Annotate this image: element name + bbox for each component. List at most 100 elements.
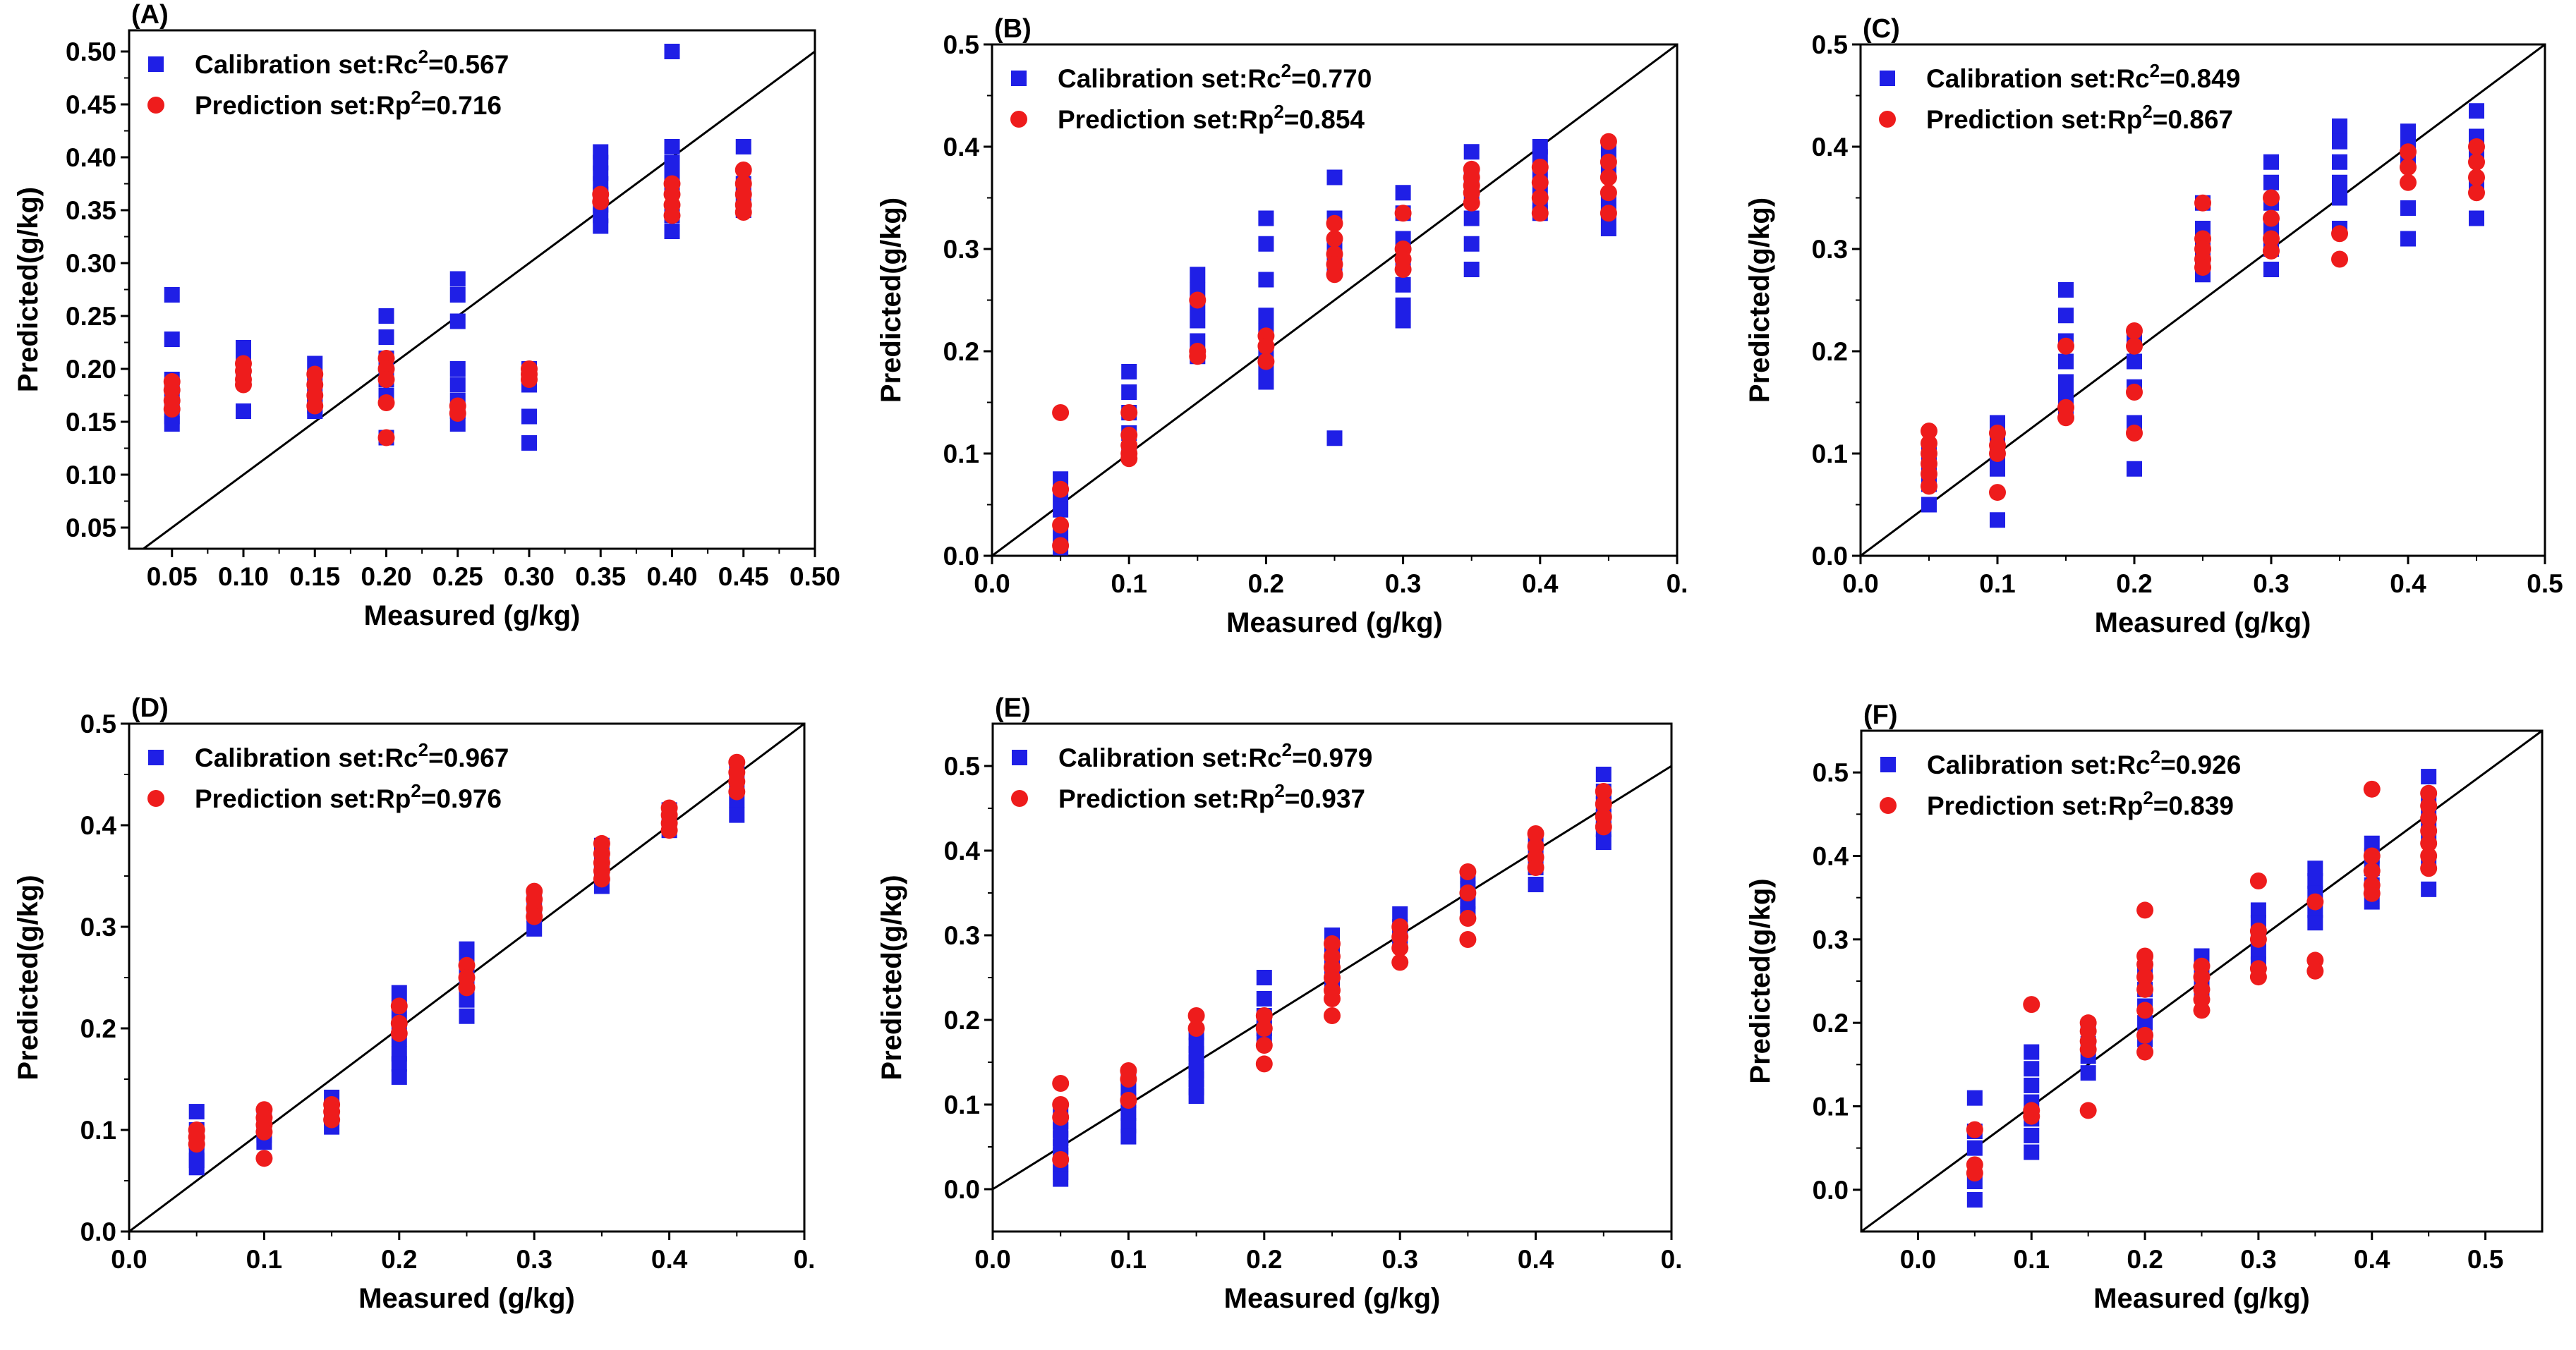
calibration-point <box>1121 384 1137 400</box>
calibration-point <box>1121 364 1137 379</box>
prediction-point <box>2363 847 2381 865</box>
panel-a-x-tick-label: 0.40 <box>646 562 697 591</box>
panel-d-x-tick-label: 0.4 <box>651 1245 688 1274</box>
prediction-point <box>458 979 476 997</box>
panel-c-x-tick-label: 0.2 <box>2116 569 2152 598</box>
calibration-point <box>1395 276 1411 293</box>
panel-f-label: (F) <box>1863 700 1898 730</box>
legend-calibration-label-prefix: Calibration set:Rc <box>195 743 418 772</box>
calibration-point <box>2307 861 2323 877</box>
legend-calibration-label-superscript: 2 <box>418 739 428 760</box>
panel-d-y-tick-label: 0.3 <box>80 913 116 942</box>
panel-b-x-tick-label: 0.1 <box>1111 569 1147 598</box>
panel-b-y-tick-label: 0.5 <box>943 30 979 59</box>
panel-f-y-tick-label: 0.4 <box>1813 842 1849 871</box>
calibration-point <box>1258 210 1274 226</box>
prediction-point <box>458 956 476 974</box>
prediction-point <box>2249 968 2267 986</box>
prediction-point <box>1527 859 1544 876</box>
prediction-point <box>1600 184 1617 202</box>
panel-b-x-tick-label: 0.3 <box>1385 569 1421 598</box>
legend-calibration-label: Calibration set:Rc2=0.967 <box>195 739 509 772</box>
panel-f-y-tick-label: 0.0 <box>1813 1176 1849 1205</box>
prediction-point <box>2136 901 2154 919</box>
panel-a-label: (A) <box>131 0 169 30</box>
calibration-point <box>2250 944 2266 960</box>
prediction-point <box>1187 1020 1205 1037</box>
panel-d-x-tick-label: 0.1 <box>246 1245 282 1274</box>
legend-calibration-label: Calibration set:Rc2=0.849 <box>1926 60 2240 93</box>
prediction-point <box>2363 884 2381 902</box>
calibration-point <box>1258 236 1274 252</box>
prediction-point <box>1463 194 1480 212</box>
prediction-point <box>1921 478 1937 495</box>
legend-calibration-marker <box>148 56 164 72</box>
panel-c-y-tick-label: 0.3 <box>1812 235 1848 264</box>
legend-calibration-label-value: =0.849 <box>2160 64 2240 93</box>
prediction-point <box>1120 1092 1137 1109</box>
legend-prediction-label-value: =0.867 <box>2153 105 2233 134</box>
legend-prediction-label-superscript: 2 <box>1274 101 1283 122</box>
prediction-point <box>2136 980 2154 998</box>
panel-c-identity-line <box>1861 44 2545 556</box>
prediction-point <box>1531 159 1549 176</box>
prediction-point <box>2126 337 2143 355</box>
prediction-point <box>1052 537 1070 554</box>
prediction-point <box>1326 214 1343 232</box>
legend-prediction-label-superscript: 2 <box>2143 787 2153 808</box>
legend-prediction-label-value: =0.716 <box>421 91 502 120</box>
calibration-point <box>391 985 407 1001</box>
calibration-point <box>521 435 537 451</box>
calibration-point <box>1990 461 2005 477</box>
panel-f-x-tick-label: 0.0 <box>1900 1245 1936 1274</box>
calibration-point <box>2332 174 2347 190</box>
panel-e-x-tick-label: 0.4 <box>1518 1245 1554 1274</box>
legend-calibration-label-value: =0.770 <box>1291 64 1372 93</box>
calibration-point <box>2058 353 2074 370</box>
calibration-point <box>2307 873 2323 889</box>
panel-f-y-tick-label: 0.1 <box>1813 1093 1849 1121</box>
legend-calibration-label-value: =0.926 <box>2160 750 2241 779</box>
panel-e-y-tick-label: 0.5 <box>944 752 980 781</box>
calibration-point <box>378 308 394 324</box>
calibration-point <box>2250 902 2266 918</box>
legend-calibration-marker <box>1011 71 1027 86</box>
panel-a-y-tick-label: 0.10 <box>66 461 116 489</box>
legend-prediction-label-prefix: Prediction set:Rp <box>195 91 411 120</box>
legend-prediction-label-superscript: 2 <box>2142 101 2152 122</box>
prediction-point <box>2023 1107 2040 1125</box>
prediction-point <box>2079 1102 2097 1119</box>
panel-e-y-tick-label: 0.2 <box>944 1006 980 1035</box>
prediction-point <box>2136 968 2154 986</box>
panel-e-y-axis-title: Predicted(g/kg) <box>876 875 907 1080</box>
calibration-point <box>2332 118 2347 134</box>
panel-a-y-tick-label: 0.45 <box>66 90 116 119</box>
panel-d-x-axis-title: Measured (g/kg) <box>358 1283 575 1314</box>
panel-d-x-tick-label: 0.3 <box>516 1245 552 1274</box>
calibration-point <box>1258 272 1274 288</box>
prediction-point <box>1324 1007 1341 1024</box>
calibration-point <box>664 224 680 239</box>
panel-c-x-tick-label: 0.3 <box>2253 569 2289 598</box>
prediction-point <box>390 997 408 1015</box>
panel-e-series-prediction <box>1052 783 1612 1168</box>
panel-d-x-tick-label: 0.0 <box>111 1245 147 1274</box>
prediction-point <box>188 1136 205 1153</box>
panel-a-y-tick-label: 0.35 <box>66 196 116 225</box>
prediction-point <box>728 783 746 801</box>
calibration-point <box>2127 353 2142 370</box>
panel-d-y-tick-label: 0.4 <box>80 811 117 840</box>
prediction-point <box>734 204 752 221</box>
prediction-point <box>1459 884 1477 901</box>
legend-calibration-label: Calibration set:Rc2=0.770 <box>1058 60 1372 93</box>
prediction-point <box>1324 935 1341 952</box>
panel-e-x-tick-label: 0.0 <box>974 1245 1010 1274</box>
panel-d-y-tick-label: 0.2 <box>80 1014 116 1043</box>
panel-e-y-tick-label: 0.3 <box>944 921 980 950</box>
prediction-point <box>1052 1151 1070 1168</box>
panel-f-x-tick-label: 0.5 <box>2467 1245 2503 1274</box>
panel-c-x-tick-label: 0.0 <box>1842 569 1878 598</box>
calibration-point <box>1258 308 1274 324</box>
